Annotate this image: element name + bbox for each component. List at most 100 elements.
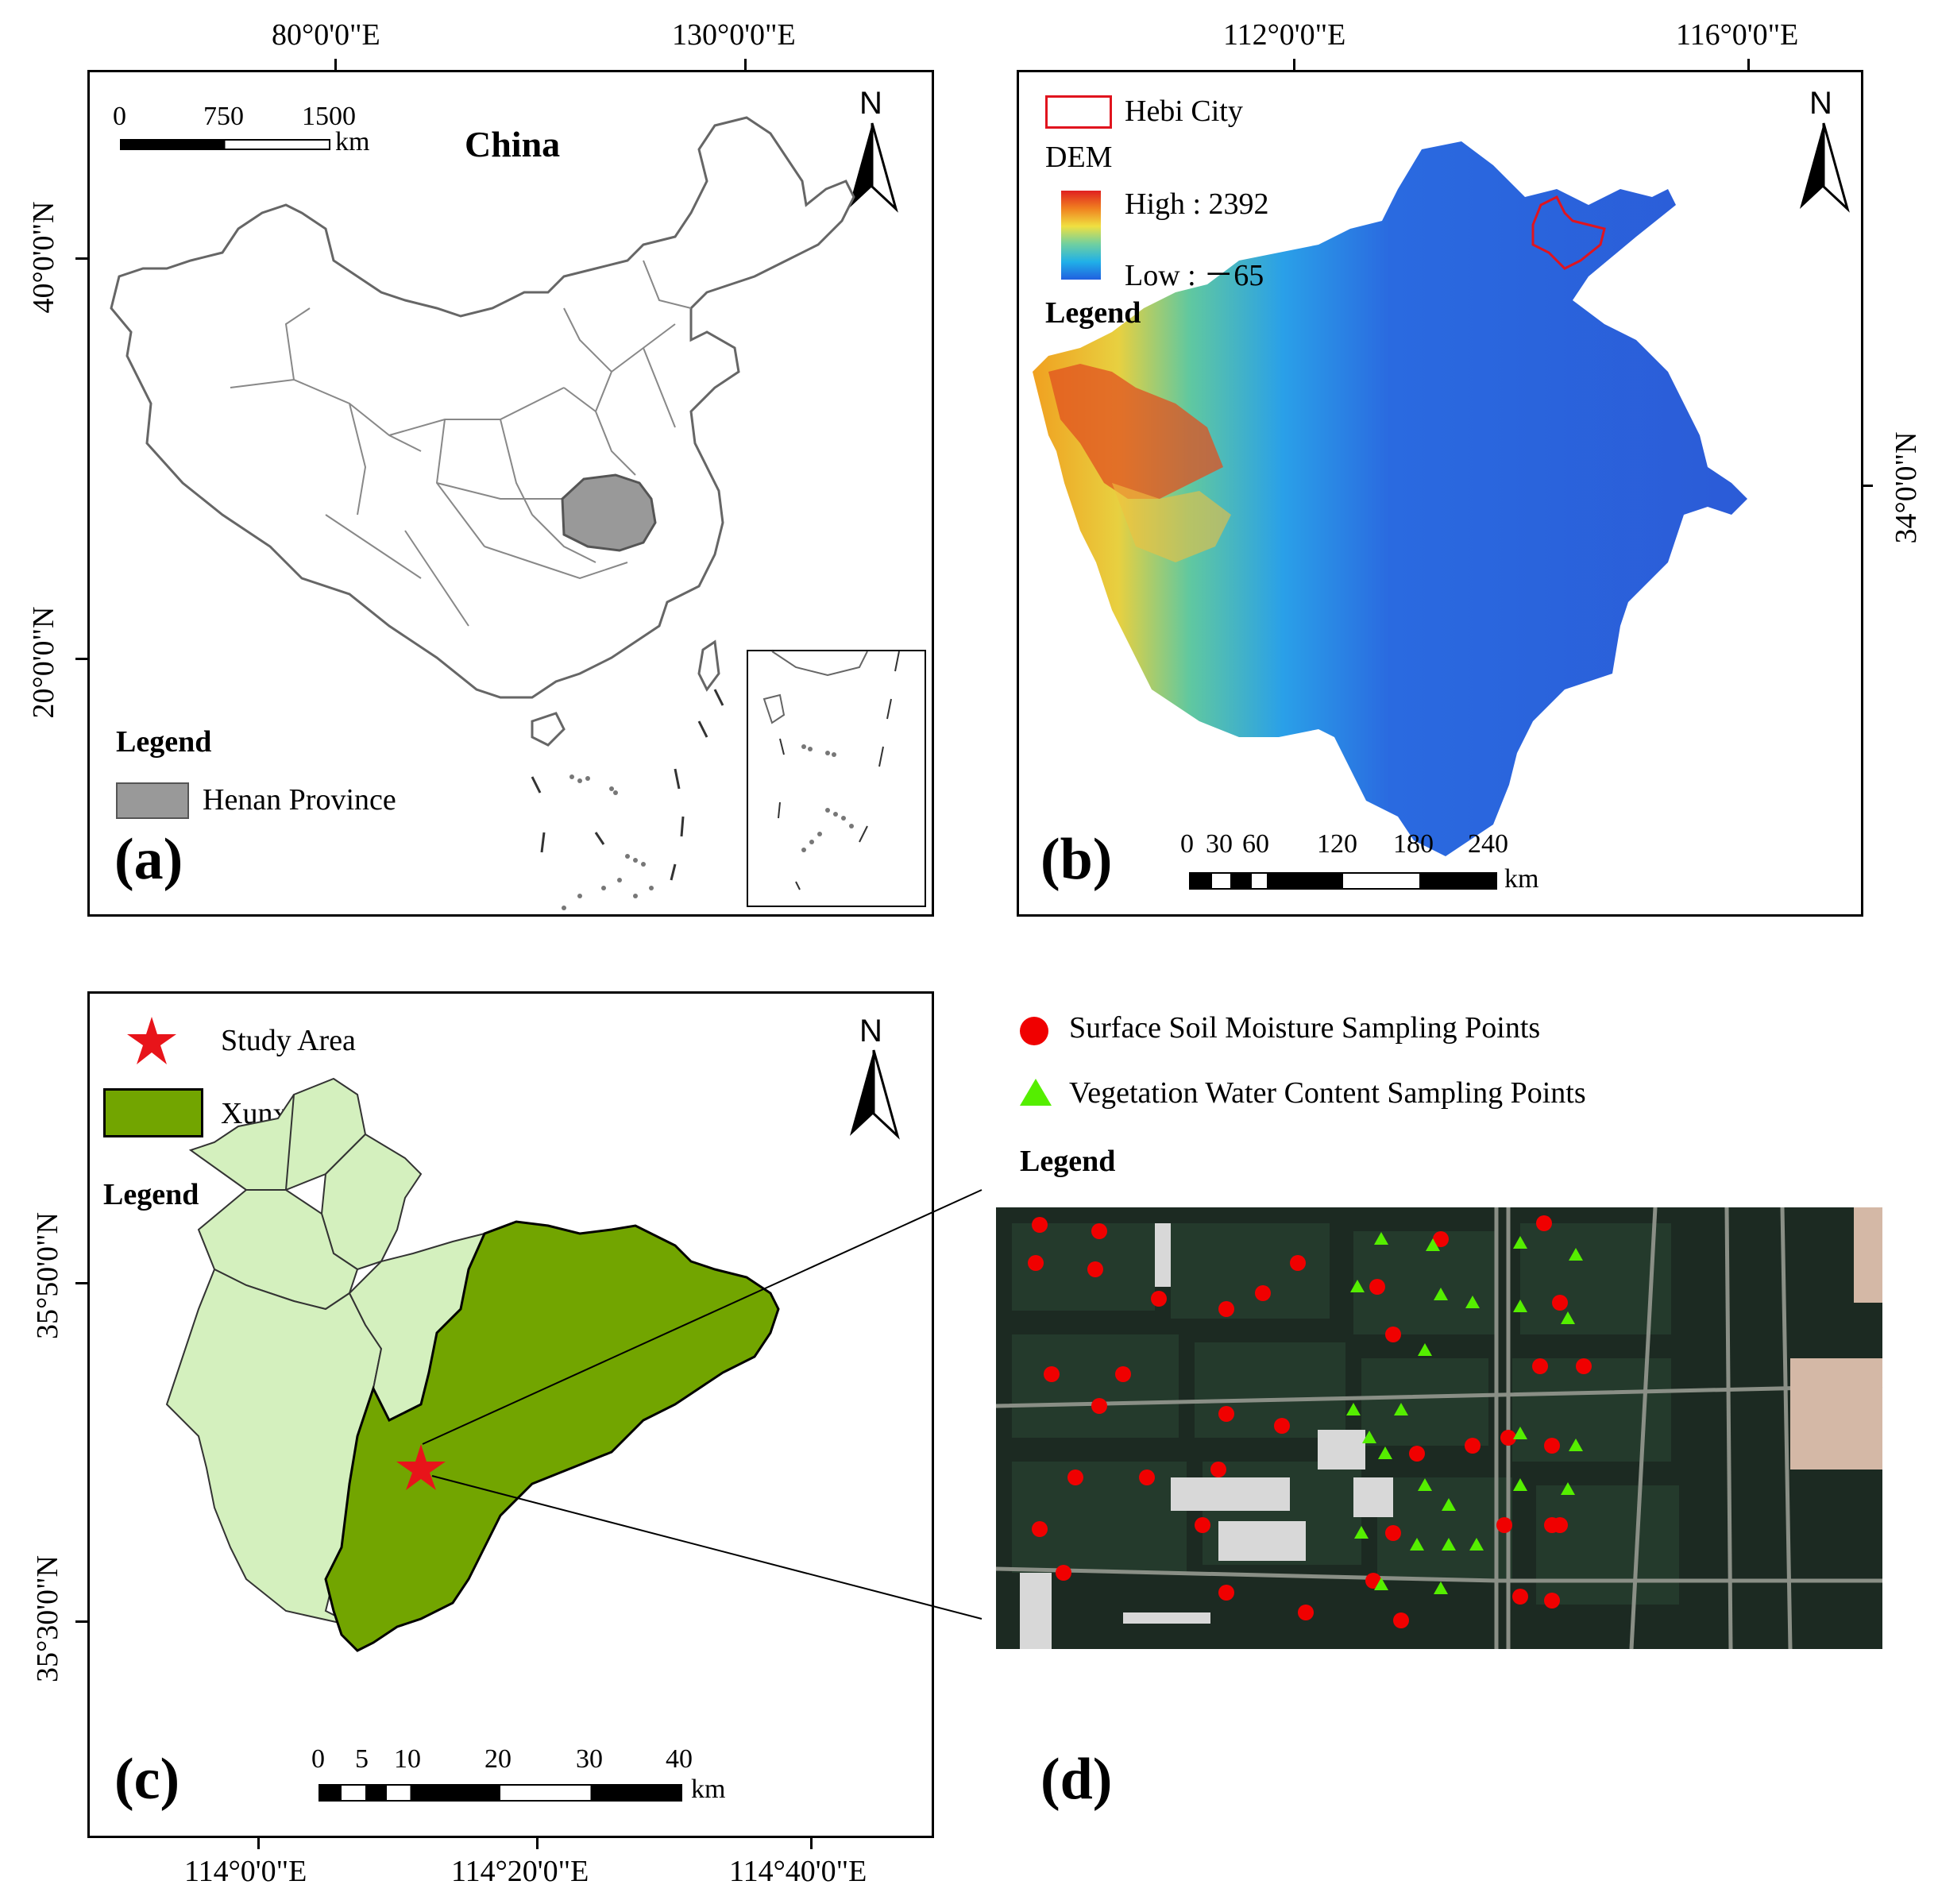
soil-moisture-point <box>1433 1231 1449 1247</box>
vegetation-water-point <box>1513 1300 1527 1312</box>
panel-c-north-arrow-icon <box>850 1049 900 1140</box>
soil-moisture-point <box>1151 1291 1167 1307</box>
vegetation-water-point <box>1513 1478 1527 1491</box>
soil-moisture-point <box>1032 1217 1048 1233</box>
panel-a-left-tick-2 <box>75 658 88 660</box>
dem-mid-area <box>1112 483 1231 562</box>
panel-a-top-tick-1 <box>334 59 337 71</box>
soil-moisture-point <box>1028 1255 1044 1271</box>
soil-moisture-point <box>1369 1279 1385 1295</box>
panel-b-scale-0: 0 <box>1180 829 1194 859</box>
soil-moisture-point <box>1544 1438 1560 1454</box>
vegetation-water-point <box>1434 1582 1448 1594</box>
panel-a-left-coord-2: 20°0'0"N <box>27 606 60 719</box>
panel-b-scale-bar <box>1189 872 1497 890</box>
soil-moisture-point <box>1409 1446 1425 1462</box>
vegetation-water-point <box>1374 1232 1388 1245</box>
panel-b-north-label: N <box>1809 86 1832 121</box>
soil-moisture-point <box>1385 1327 1401 1342</box>
panel-a-north-arrow-icon <box>848 122 898 213</box>
china-outline <box>110 116 855 699</box>
vegetation-water-point <box>1442 1538 1456 1551</box>
inset-map <box>762 651 900 890</box>
soil-moisture-point <box>1195 1517 1210 1533</box>
panel-c-bottom-coord-2: 114°20'0"E <box>451 1855 589 1888</box>
dem-color-ramp <box>1061 191 1101 280</box>
vegetation-water-point <box>1561 1311 1575 1324</box>
dem-high-area <box>1048 364 1223 499</box>
vegetation-water-point <box>1374 1578 1388 1590</box>
soil-moisture-point <box>1552 1295 1568 1311</box>
panel-c-scale-10: 10 <box>394 1744 421 1774</box>
panel-c-scale-0: 0 <box>311 1744 325 1774</box>
panel-c-bottom-tick-2 <box>536 1836 539 1849</box>
soil-moisture-point <box>1067 1470 1083 1485</box>
panel-b-scale-120: 120 <box>1317 829 1357 859</box>
island-dots <box>562 774 654 910</box>
hebi-county-map <box>165 1077 983 1652</box>
panel-c-scale-30: 30 <box>576 1744 603 1774</box>
dem-low-label: Low : －65 <box>1125 259 1264 292</box>
province-lines <box>230 260 692 627</box>
panel-c-left-tick-2 <box>75 1620 88 1623</box>
panel-b-north-arrow-icon <box>1800 122 1850 213</box>
study-area-star-icon <box>127 1017 176 1064</box>
vegetation-water-point <box>1350 1280 1365 1292</box>
soil-moisture-point <box>1032 1521 1048 1537</box>
panel-b-scale-180: 180 <box>1393 829 1434 859</box>
panel-a-legend-title: Legend <box>116 725 212 759</box>
soil-moisture-point <box>1091 1398 1107 1414</box>
study-area-marker-icon <box>396 1444 446 1490</box>
vegetation-water-point <box>1418 1478 1432 1491</box>
soil-moisture-point <box>1255 1285 1271 1301</box>
soil-moisture-point <box>1500 1430 1516 1446</box>
panel-b-scale-240: 240 <box>1468 829 1508 859</box>
panel-a-letter: (a) <box>114 827 183 892</box>
vegetation-water-point <box>1569 1248 1583 1261</box>
xunxian-region <box>324 1220 780 1652</box>
soil-moisture-point <box>1115 1366 1131 1382</box>
panel-c-scale-20: 20 <box>484 1744 512 1774</box>
panel-b-top-tick-2 <box>1747 59 1750 71</box>
panel-b-top-tick-1 <box>1293 59 1295 71</box>
panel-c-bottom-coord-1: 114°0'0"E <box>184 1855 307 1888</box>
panel-c-scale-bar <box>318 1784 682 1802</box>
soil-moisture-point <box>1218 1406 1234 1422</box>
soil-moisture-point <box>1544 1593 1560 1609</box>
soil-moisture-point <box>1210 1462 1226 1477</box>
henan-region <box>561 473 657 552</box>
panel-c-bottom-tick-3 <box>810 1836 813 1849</box>
soil-moisture-point <box>1290 1255 1306 1271</box>
soil-moisture-point <box>1139 1470 1155 1485</box>
vegetation-water-point <box>1561 1482 1575 1495</box>
vegetation-water-point <box>1354 1526 1369 1539</box>
panel-c-left-coord-1: 35°50'0"N <box>31 1212 64 1339</box>
soil-legend-label: Surface Soil Moisture Sampling Points <box>1069 1011 1541 1045</box>
panel-b-top-coord-1: 112°0'0"E <box>1223 18 1346 52</box>
panel-b-scale-60: 60 <box>1242 829 1269 859</box>
panel-b-scale-30: 30 <box>1206 829 1233 859</box>
xunxian-legend-swatch <box>103 1088 203 1137</box>
soil-moisture-point <box>1496 1517 1512 1533</box>
soil-moisture-point <box>1087 1261 1103 1277</box>
soil-moisture-point <box>1512 1589 1528 1605</box>
panel-c-left-tick-1 <box>75 1282 88 1284</box>
vegetation-water-point <box>1410 1538 1424 1551</box>
panel-a-top-tick-2 <box>744 59 747 71</box>
soil-moisture-point <box>1552 1517 1568 1533</box>
dem-legend-label: DEM <box>1045 141 1113 174</box>
panel-c-bottom-tick-1 <box>257 1836 260 1849</box>
callout-line-bottom <box>431 1475 983 1620</box>
soil-legend-marker-icon <box>1020 1017 1048 1045</box>
panel-c-legend-title: Legend <box>103 1178 199 1211</box>
hebi-legend-swatch <box>1045 95 1112 129</box>
panel-b-scale-unit: km <box>1504 864 1539 894</box>
panel-a-left-tick-1 <box>75 257 88 260</box>
vegetation-water-point <box>1469 1538 1484 1551</box>
panel-c-scale-unit: km <box>691 1775 726 1804</box>
vegetation-water-point <box>1434 1288 1448 1300</box>
panel-a-top-coord-1: 80°0'0"E <box>272 18 380 52</box>
roads <box>995 1207 1883 1650</box>
hainan-island <box>531 712 566 747</box>
panel-a-inset <box>747 650 926 907</box>
